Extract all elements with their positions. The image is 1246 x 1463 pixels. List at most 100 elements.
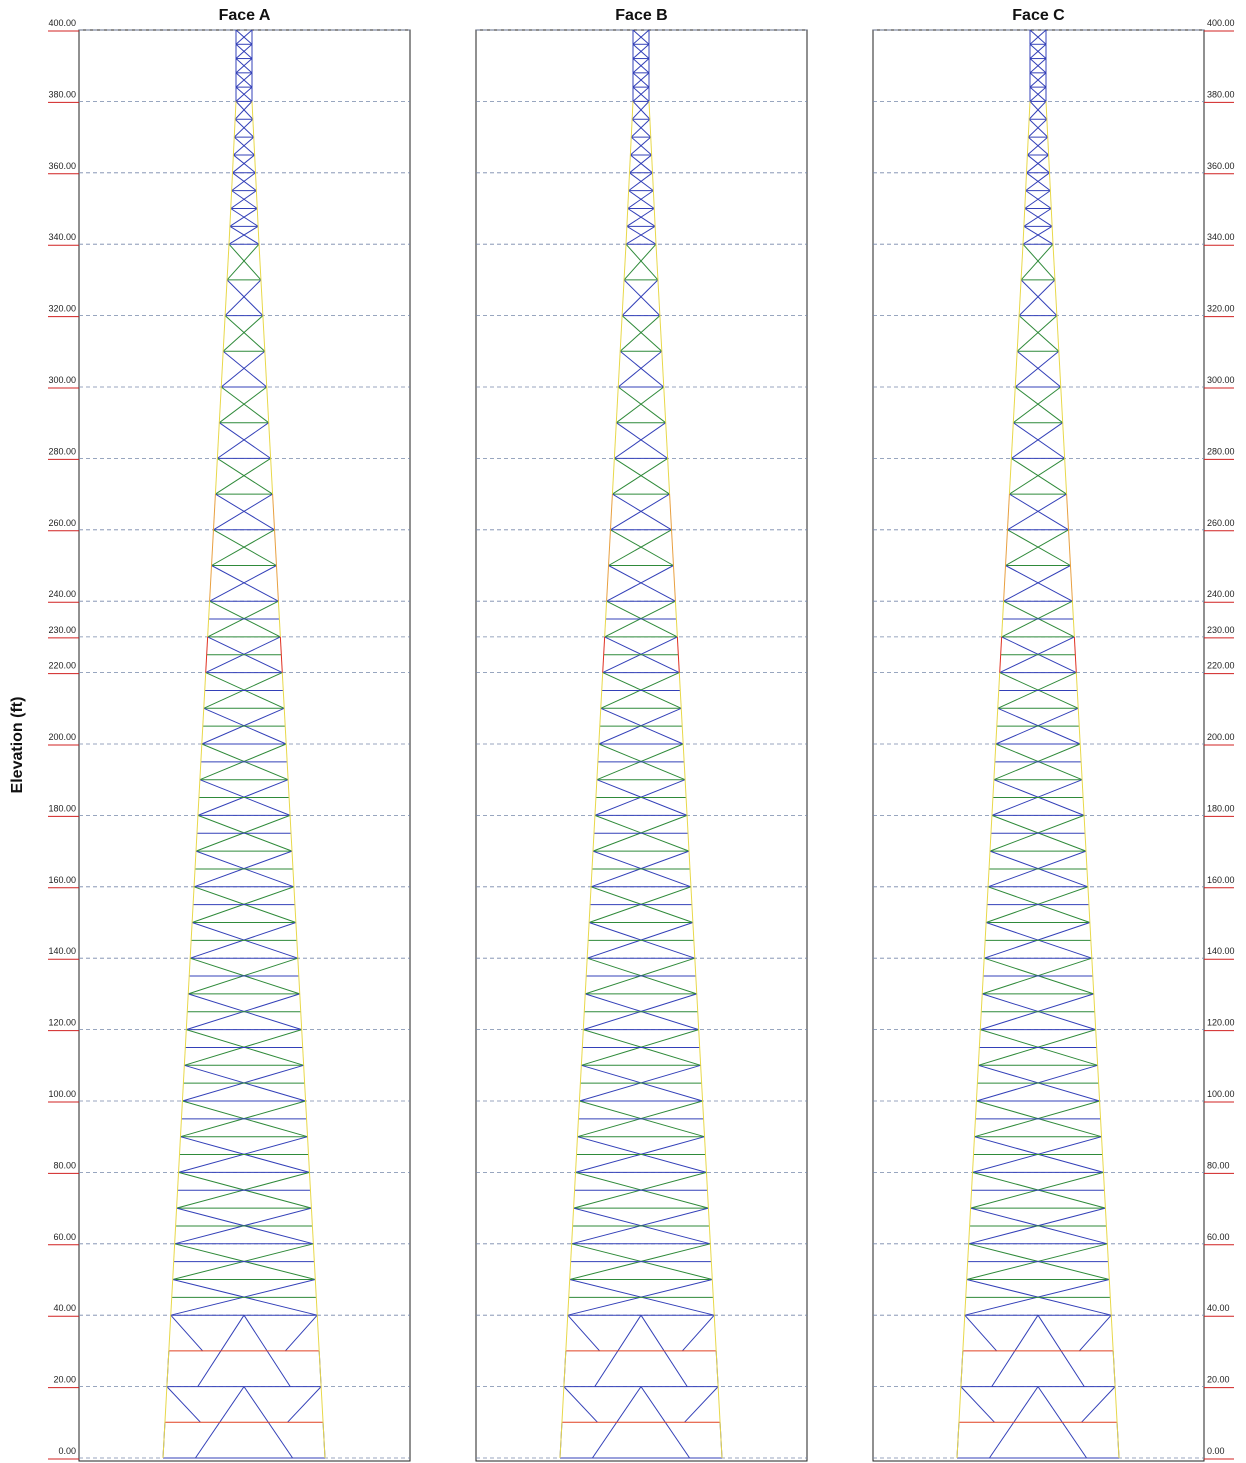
leg [1018,279,1022,316]
leg [1114,1386,1120,1459]
diagonal [630,136,652,156]
diagonal [608,529,672,566]
leg [617,351,621,388]
diagonal [617,350,663,388]
diagonal [1029,101,1048,120]
diagonal [628,190,655,209]
leg [1045,101,1048,120]
diagonal [232,172,257,192]
elevation-label: 320.00 [1207,304,1235,314]
leg [1023,208,1026,227]
leg [975,1065,979,1102]
leg [303,1065,307,1102]
leg [166,1315,172,1387]
leg [993,743,997,780]
leg [713,1315,719,1387]
leg [657,279,661,316]
leg [1056,315,1060,352]
leg [1010,422,1014,459]
leg [999,636,1003,673]
leg [592,815,596,852]
diagonal [217,422,269,459]
elevation-label: 340.00 [1207,232,1235,242]
leg [586,922,590,959]
diagonal [224,315,266,352]
elevation-label: 140.00 [1207,946,1235,956]
leg [1060,386,1064,423]
leg [655,244,659,280]
elevation-label: 280.00 [1207,446,1235,456]
leg [218,386,222,423]
diagonal [233,118,254,138]
leg [1014,351,1018,388]
diagonal [612,457,668,495]
leg [630,119,633,138]
leg [199,743,203,780]
chevron [1078,1314,1112,1352]
diagonal [1020,279,1058,316]
leg [283,708,287,745]
elevation-label: 360.00 [48,161,76,171]
leg [270,458,274,495]
diagonal [1029,72,1047,88]
leg [698,1029,702,1066]
leg [1024,190,1027,209]
leg [181,1065,185,1102]
elevation-label: 0.00 [58,1446,76,1456]
leg [301,1029,305,1066]
leg [621,279,625,316]
leg [669,494,673,530]
diagonal [1029,86,1047,102]
diagonal [623,243,657,281]
leg [1049,172,1051,191]
leg [1106,1243,1110,1280]
leg [702,1100,706,1137]
diagonal [219,422,271,459]
leg [678,672,682,709]
diagonal [1020,243,1054,281]
leg [676,636,680,673]
leg [258,244,262,280]
diagonal [226,243,260,281]
elevation-label: 200.00 [1207,732,1235,742]
leg [255,172,257,191]
diagonal [621,279,659,316]
leg [1097,1065,1101,1102]
leg [989,815,993,852]
leg [1095,1029,1099,1066]
elevation-label: 220.00 [48,661,76,671]
leg [709,1243,713,1280]
leg [289,815,293,852]
diagonal [632,29,650,45]
diagonal [233,154,256,174]
diagonal [213,493,273,531]
leg [983,922,987,959]
elevation-label: 100.00 [48,1089,76,1099]
leg [187,958,191,994]
leg [255,190,258,209]
leg [629,137,632,155]
leg [604,601,608,637]
leg [1068,529,1071,566]
chevron [166,1386,201,1423]
leg [1073,636,1077,673]
leg [981,958,985,994]
diagonal [623,279,661,316]
chevron [964,1314,998,1352]
leg [1012,386,1016,423]
diagonal [224,279,262,316]
leg [295,922,299,959]
leg [226,244,230,280]
leg [596,743,600,780]
leg [1003,565,1007,602]
elevation-label: 300.00 [1207,375,1235,385]
leg [573,1172,577,1209]
leg [189,922,193,959]
diagonal [1022,225,1053,245]
chevron [563,1386,598,1423]
leg [252,119,255,138]
leg [256,208,259,227]
leg [1054,279,1058,316]
diagonal [612,493,672,531]
diagonal [632,58,650,74]
